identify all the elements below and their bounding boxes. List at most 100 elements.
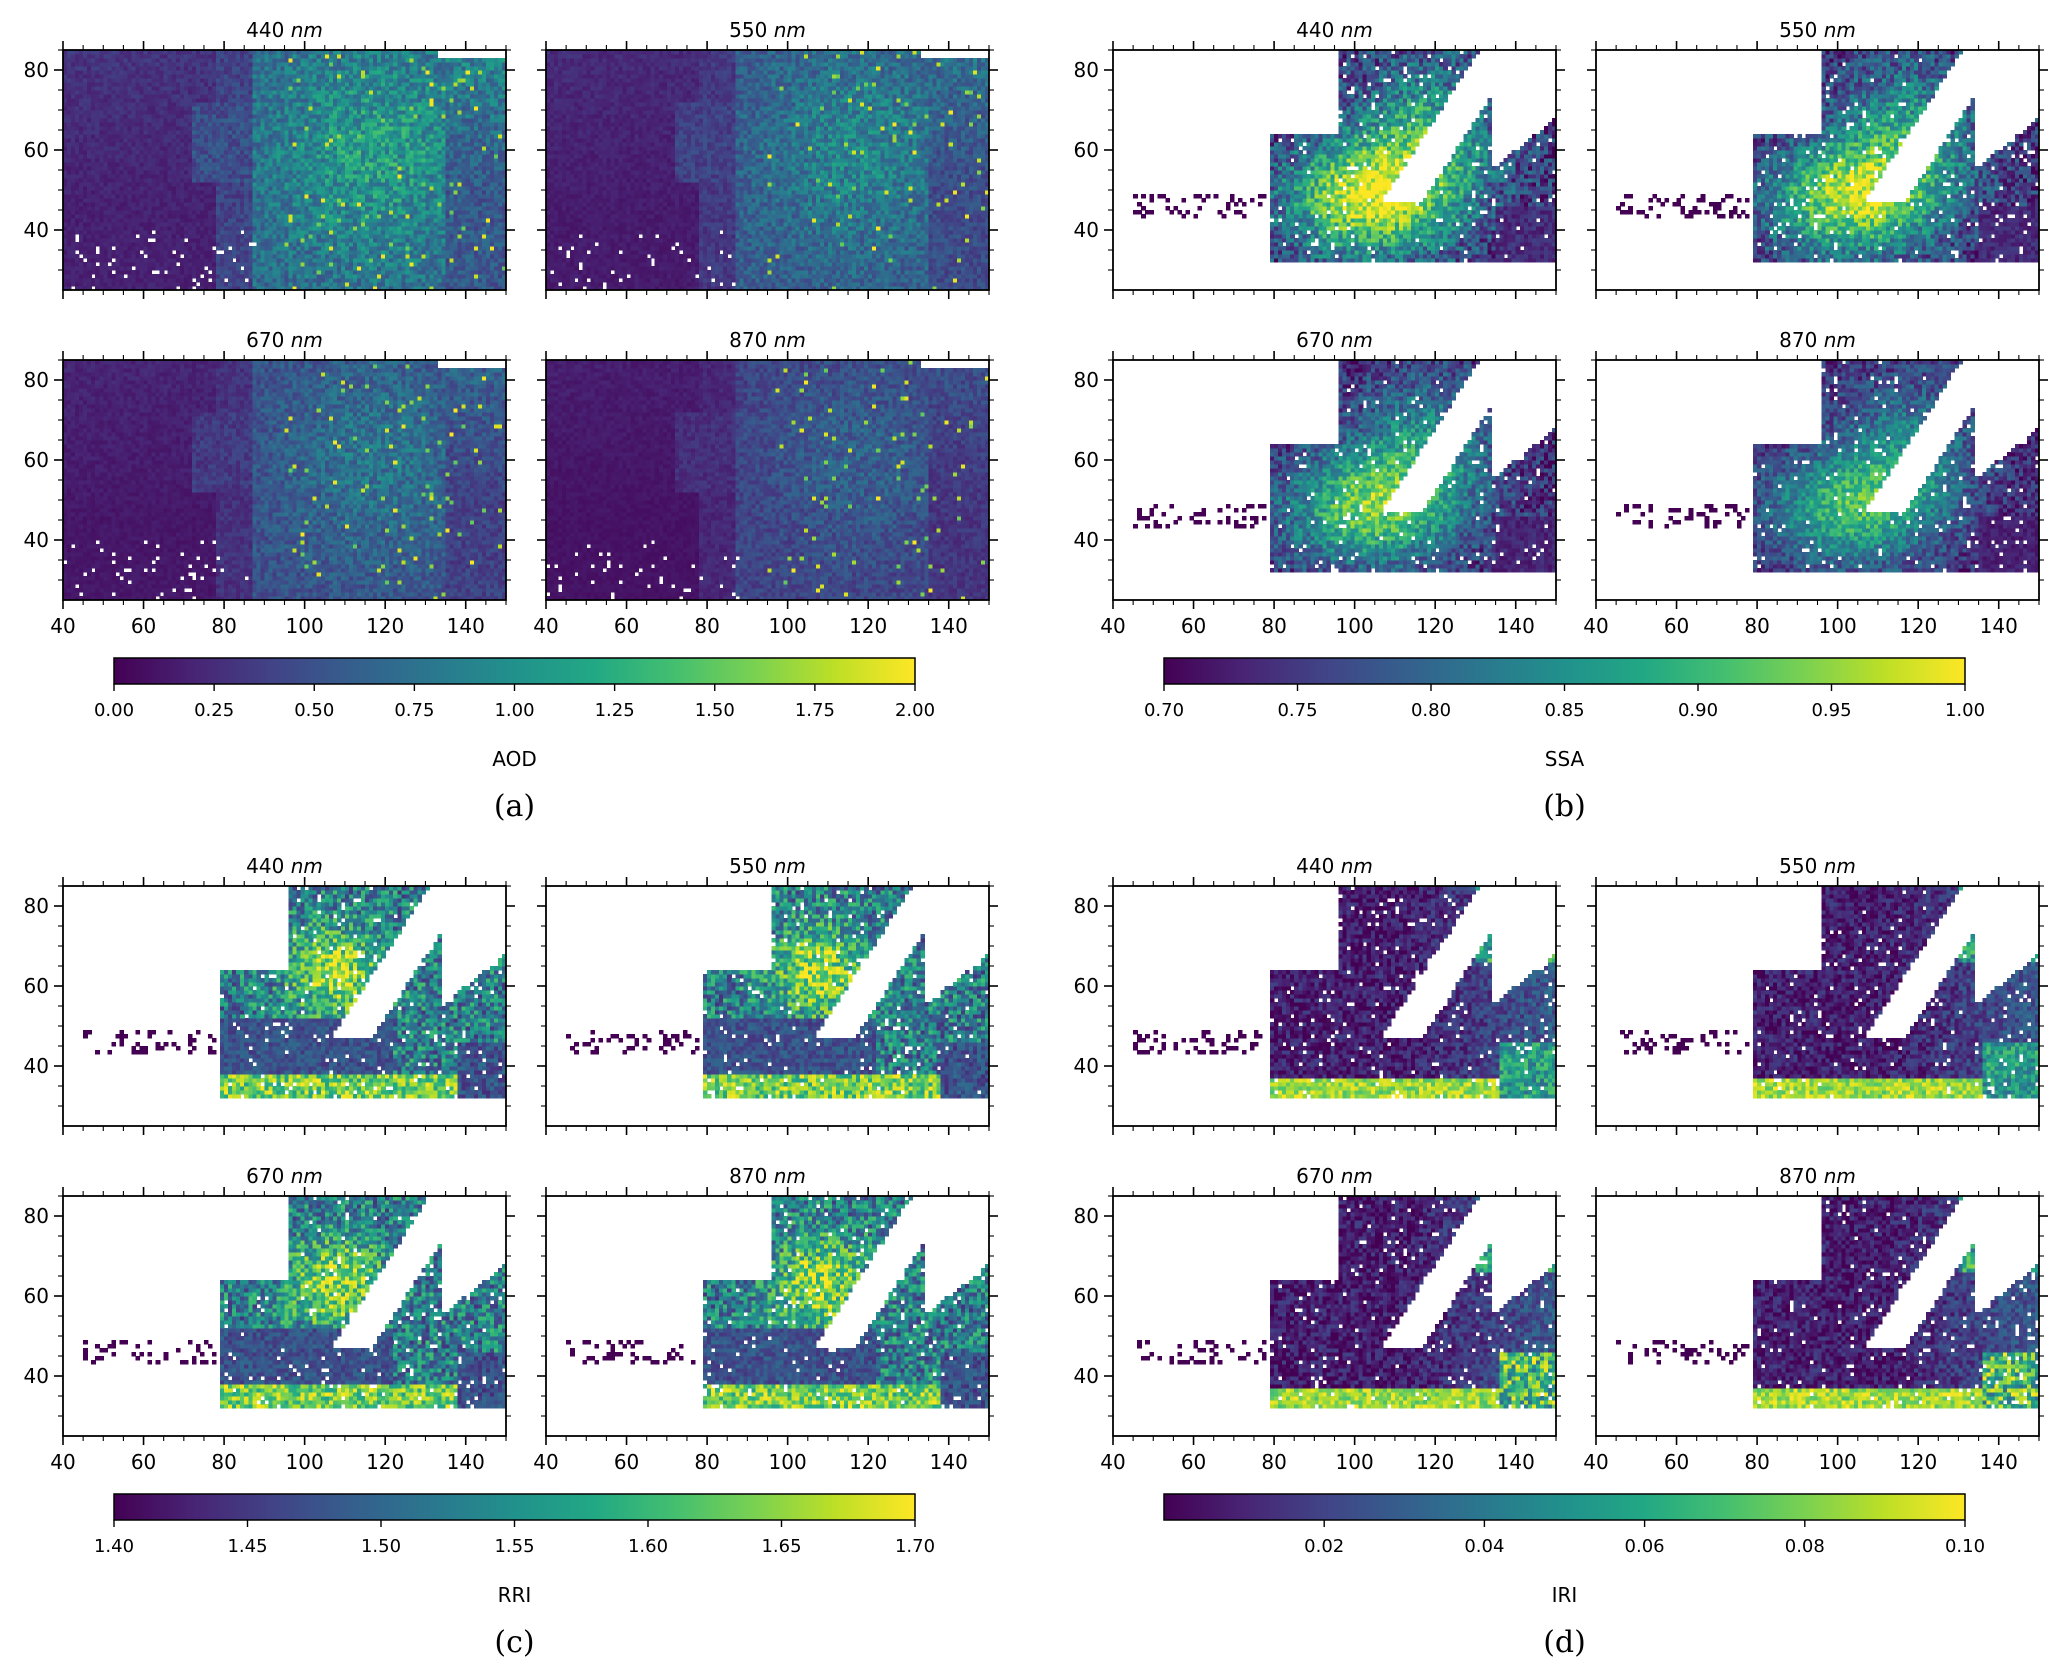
heatmap-cell: [442, 234, 447, 239]
heatmap-cell: [148, 214, 153, 219]
heatmap-cell: [87, 234, 92, 239]
heatmap-cell: [381, 226, 386, 231]
heatmap-cell: [434, 274, 439, 279]
heatmap-cell: [409, 242, 414, 247]
heatmap-cell: [429, 270, 434, 275]
heatmap-cell: [450, 222, 455, 227]
heatmap-cell: [156, 242, 161, 247]
heatmap-cell: [276, 222, 281, 227]
heatmap-cell: [79, 266, 84, 271]
heatmap-cell: [381, 254, 386, 259]
heatmap-cell: [297, 262, 302, 267]
heatmap-cell: [377, 218, 382, 223]
heatmap-cell: [131, 218, 136, 223]
heatmap-cell: [172, 222, 177, 227]
heatmap-cell: [474, 218, 479, 223]
heatmap-cell: [341, 254, 346, 259]
heatmap-cell: [397, 262, 402, 267]
heatmap-cell: [478, 214, 483, 219]
heatmap-cell: [409, 254, 414, 259]
heatmap-cell: [160, 230, 165, 235]
heatmap-cell: [75, 278, 80, 283]
heatmap-cell: [135, 222, 140, 227]
heatmap-cell: [111, 210, 116, 215]
heatmap-cell: [276, 226, 281, 231]
heatmap-cell: [385, 250, 390, 255]
heatmap-cell: [345, 258, 350, 263]
heatmap-cell: [172, 238, 177, 243]
heatmap-cell: [67, 278, 72, 283]
heatmap-cell: [289, 230, 294, 235]
heatmap-cell: [260, 282, 265, 287]
heatmap-cell: [280, 226, 285, 231]
heatmap-cell: [329, 262, 334, 267]
heatmap-cell: [301, 270, 306, 275]
heatmap-cell: [115, 270, 120, 275]
heatmap-cell: [276, 242, 281, 247]
heatmap-cell: [337, 226, 342, 231]
heatmap-cell: [115, 242, 120, 247]
heatmap-cell: [184, 274, 189, 279]
heatmap-cell: [248, 258, 253, 263]
heatmap-cell: [164, 282, 169, 287]
heatmap-cell: [144, 266, 149, 271]
heatmap-cell: [216, 246, 221, 251]
heatmap-cell: [172, 254, 177, 259]
heatmap-cell: [111, 262, 116, 267]
heatmap-cell: [285, 246, 290, 251]
heatmap-cell: [482, 230, 487, 235]
heatmap-cell: [385, 210, 390, 215]
heatmap-cell: [442, 258, 447, 263]
heatmap-cell: [99, 222, 104, 227]
heatmap-cell: [144, 238, 149, 243]
heatmap-cell: [353, 218, 358, 223]
heatmap-cell: [297, 230, 302, 235]
heatmap-cell: [409, 230, 414, 235]
heatmap-cell: [361, 234, 366, 239]
heatmap-cell: [131, 282, 136, 287]
heatmap-cell: [252, 270, 257, 275]
heatmap-cell: [140, 214, 145, 219]
heatmap-cell: [293, 230, 298, 235]
heatmap-cell: [446, 234, 451, 239]
heatmap-cell: [317, 274, 322, 279]
heatmap-cell: [75, 222, 80, 227]
heatmap-cell: [115, 226, 120, 231]
heatmap-cell: [236, 282, 241, 287]
heatmap-cell: [494, 210, 499, 215]
heatmap-cell: [176, 274, 181, 279]
heatmap-cell: [180, 274, 185, 279]
heatmap-cell: [148, 246, 153, 251]
heatmap-cell: [377, 278, 382, 283]
heatmap-cell: [168, 262, 173, 267]
heatmap-cell: [184, 278, 189, 283]
heatmap-cell: [325, 274, 330, 279]
heatmap-cell: [333, 222, 338, 227]
heatmap-cell: [71, 270, 76, 275]
heatmap-cell: [377, 210, 382, 215]
heatmap-cell: [490, 242, 495, 247]
heatmap-cell: [361, 226, 366, 231]
heatmap-cell: [240, 270, 245, 275]
heatmap-cell: [87, 270, 92, 275]
heatmap-cell: [212, 262, 217, 267]
heatmap-cell: [164, 218, 169, 223]
heatmap-cell: [180, 242, 185, 247]
heatmap-cell: [264, 262, 269, 267]
heatmap-cell: [103, 270, 108, 275]
heatmap-cell: [317, 254, 322, 259]
heatmap-cell: [79, 210, 84, 215]
heatmap-cell: [79, 270, 84, 275]
heatmap-cell: [389, 262, 394, 267]
heatmap-cell: [285, 254, 290, 259]
heatmap-cell: [196, 278, 201, 283]
heatmap-cell: [425, 226, 430, 231]
heatmap-cell: [429, 222, 434, 227]
heatmap-cell: [276, 210, 281, 215]
heatmap-cell: [75, 246, 80, 251]
heatmap-cell: [405, 234, 410, 239]
heatmap-cell: [413, 246, 418, 251]
heatmap-cell: [140, 246, 145, 251]
heatmap-cell: [135, 274, 140, 279]
heatmap-cell: [434, 242, 439, 247]
